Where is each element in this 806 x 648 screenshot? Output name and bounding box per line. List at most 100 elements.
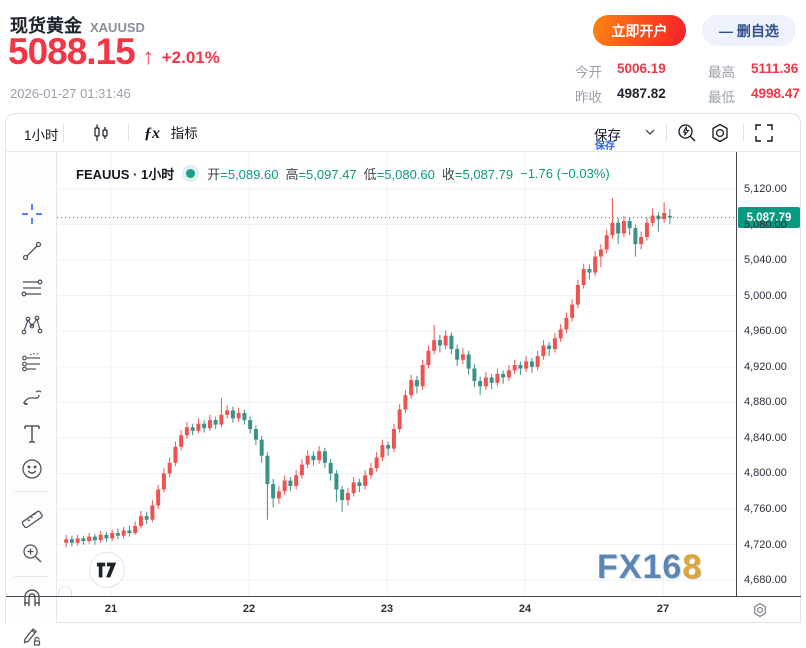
emoji-icon [22, 459, 42, 479]
forecast-icon [22, 352, 41, 372]
fullscreen-button[interactable] [754, 123, 774, 143]
chart-type-candles-button[interactable] [91, 123, 111, 143]
legend-open: 开=5,089.60 [207, 167, 279, 182]
fx168-watermark: FX168 [597, 548, 703, 586]
stat-open-value: 5006.19 [617, 61, 666, 76]
price-tick-label: 5,000.00 [744, 289, 787, 302]
tradingview-logo[interactable] [89, 552, 125, 588]
current-price-tag: 5,087.79 [738, 207, 800, 229]
collapse-toolbar-handle[interactable]: ‹ [58, 586, 72, 596]
crosshair-tool[interactable] [20, 202, 44, 226]
price-tick-label: 4,680.00 [744, 574, 787, 587]
drawing-toolbar [6, 152, 57, 646]
price-tick-label: 4,920.00 [744, 360, 787, 373]
emoji-tool[interactable] [20, 457, 44, 481]
crosshair-icon [22, 204, 42, 224]
brush-icon [22, 390, 42, 405]
time-axis[interactable]: 21 22 23 24 27 [6, 596, 801, 623]
save-menu-chevron[interactable] [644, 128, 656, 136]
stat-low-label: 最低 [708, 90, 735, 105]
time-tick-label: 23 [380, 603, 394, 615]
price-tick-label: 4,840.00 [744, 431, 787, 444]
stat-high-label: 最高 [708, 65, 735, 80]
save-button[interactable]: 保存 [594, 128, 621, 143]
time-tick-label: 27 [656, 603, 670, 615]
price-tick-label: 4,800.00 [744, 467, 787, 480]
zoom-in-icon [23, 544, 42, 563]
tv-mark-icon [96, 562, 117, 578]
toolbar-divider [14, 576, 49, 577]
text-icon [24, 425, 40, 443]
symbol-code: XAUUSD [90, 20, 145, 35]
toolbar-divider [128, 124, 129, 142]
indicators-button[interactable]: ƒx 指标 [144, 122, 198, 143]
gear-small-icon [754, 602, 766, 618]
quote-timestamp: 2026-01-27 01:31:46 [10, 86, 131, 101]
change-percent: +2.01% [161, 48, 220, 68]
stat-low-value: 4998.47 [751, 86, 800, 101]
price-tick-label: 5,120.00 [744, 183, 787, 195]
legend-close: 收=5,087.79 [441, 167, 514, 182]
remove-watchlist-button[interactable]: — 删自选 [702, 15, 796, 46]
quick-search-button[interactable] [676, 122, 698, 144]
flash-search-icon [678, 124, 696, 142]
toolbar-divider [14, 491, 49, 492]
price-tick-label: 5,040.00 [744, 254, 787, 267]
price-tick-label: 4,760.00 [744, 503, 787, 516]
toolbar-divider [743, 124, 744, 142]
quote-header: 现货黄金 XAUUSD 5088.15 ↑ +2.01% 2026-01-27 … [0, 0, 806, 110]
zoom-in-tool[interactable] [20, 541, 44, 565]
price-row: 5088.15 ↑ +2.01% [8, 33, 220, 70]
up-arrow-icon: ↑ [142, 43, 154, 69]
trend-line-tool[interactable] [20, 239, 44, 263]
fx-icon: ƒx [144, 125, 160, 142]
trend-line-icon [22, 241, 42, 261]
axis-settings-button[interactable] [751, 601, 769, 624]
time-tick-label: 24 [518, 603, 532, 615]
save-tooltip: 保存 [595, 141, 615, 152]
edit-lock-icon [23, 628, 41, 646]
chart-legend: FEAUUS · 1小时 开=5,089.60 高=5,097.47 低=5,0… [76, 164, 610, 183]
interval-button[interactable]: 1小时 [24, 128, 59, 143]
gear-icon [712, 123, 728, 143]
time-tick-label: 21 [104, 603, 118, 615]
chart-widget: 1小时 ƒx 指标 保存 保存 [5, 113, 801, 646]
candlestick-icon [94, 124, 108, 141]
brush-tool[interactable] [20, 386, 44, 410]
legend-symbol: FEAUUS · 1小时 [76, 167, 175, 182]
chart-settings-button[interactable] [709, 122, 731, 144]
legend-low: 低=5,080.60 [363, 167, 435, 182]
lock-drawings-tool[interactable] [20, 624, 44, 648]
time-tick-label: 22 [242, 603, 256, 615]
price-axis[interactable]: 5,087.79 5,120.00 5,080.00 5,040.00 5,000.0… [736, 152, 801, 596]
stat-prevclose-value: 4987.82 [617, 86, 666, 101]
chart-plot-area[interactable]: FEAUUS · 1小时 开=5,089.60 高=5,097.47 低=5,0… [57, 152, 736, 596]
text-tool[interactable] [20, 422, 44, 446]
toolbar-divider [63, 124, 64, 142]
forecast-tool[interactable] [20, 350, 44, 374]
ruler-icon [21, 510, 43, 528]
measure-tool[interactable] [20, 504, 44, 528]
market-status-dot [186, 169, 196, 178]
stat-open-label: 今开 [575, 65, 602, 80]
price-tick-label: 5,080.00 [744, 218, 787, 231]
price-tick-label: 4,880.00 [744, 396, 787, 409]
chevron-down-icon [645, 129, 655, 135]
open-account-button[interactable]: 立即开户 [593, 15, 686, 46]
symbol-name: 现货黄金 [10, 16, 82, 36]
fib-retracement-tool[interactable] [20, 276, 44, 300]
xabcd-pattern-tool[interactable] [20, 313, 44, 337]
last-price: 5088.15 [8, 31, 136, 72]
chevron-left-icon: ‹ [63, 594, 66, 597]
xabcd-pattern-icon [21, 315, 43, 335]
stat-prevclose-label: 昨收 [575, 90, 602, 105]
legend-high: 高=5,097.47 [285, 167, 357, 182]
stat-high-value: 5111.36 [751, 61, 799, 76]
fib-lines-icon [21, 279, 43, 297]
symbol-title: 现货黄金 XAUUSD [10, 12, 145, 38]
price-tick-label: 4,960.00 [744, 325, 787, 338]
price-tick-label: 4,720.00 [744, 538, 787, 551]
chart-toolbar: 1小时 ƒx 指标 保存 保存 [6, 114, 800, 152]
fullscreen-icon [755, 124, 773, 142]
legend-change: −1.76 (−0.03%) [520, 166, 610, 181]
